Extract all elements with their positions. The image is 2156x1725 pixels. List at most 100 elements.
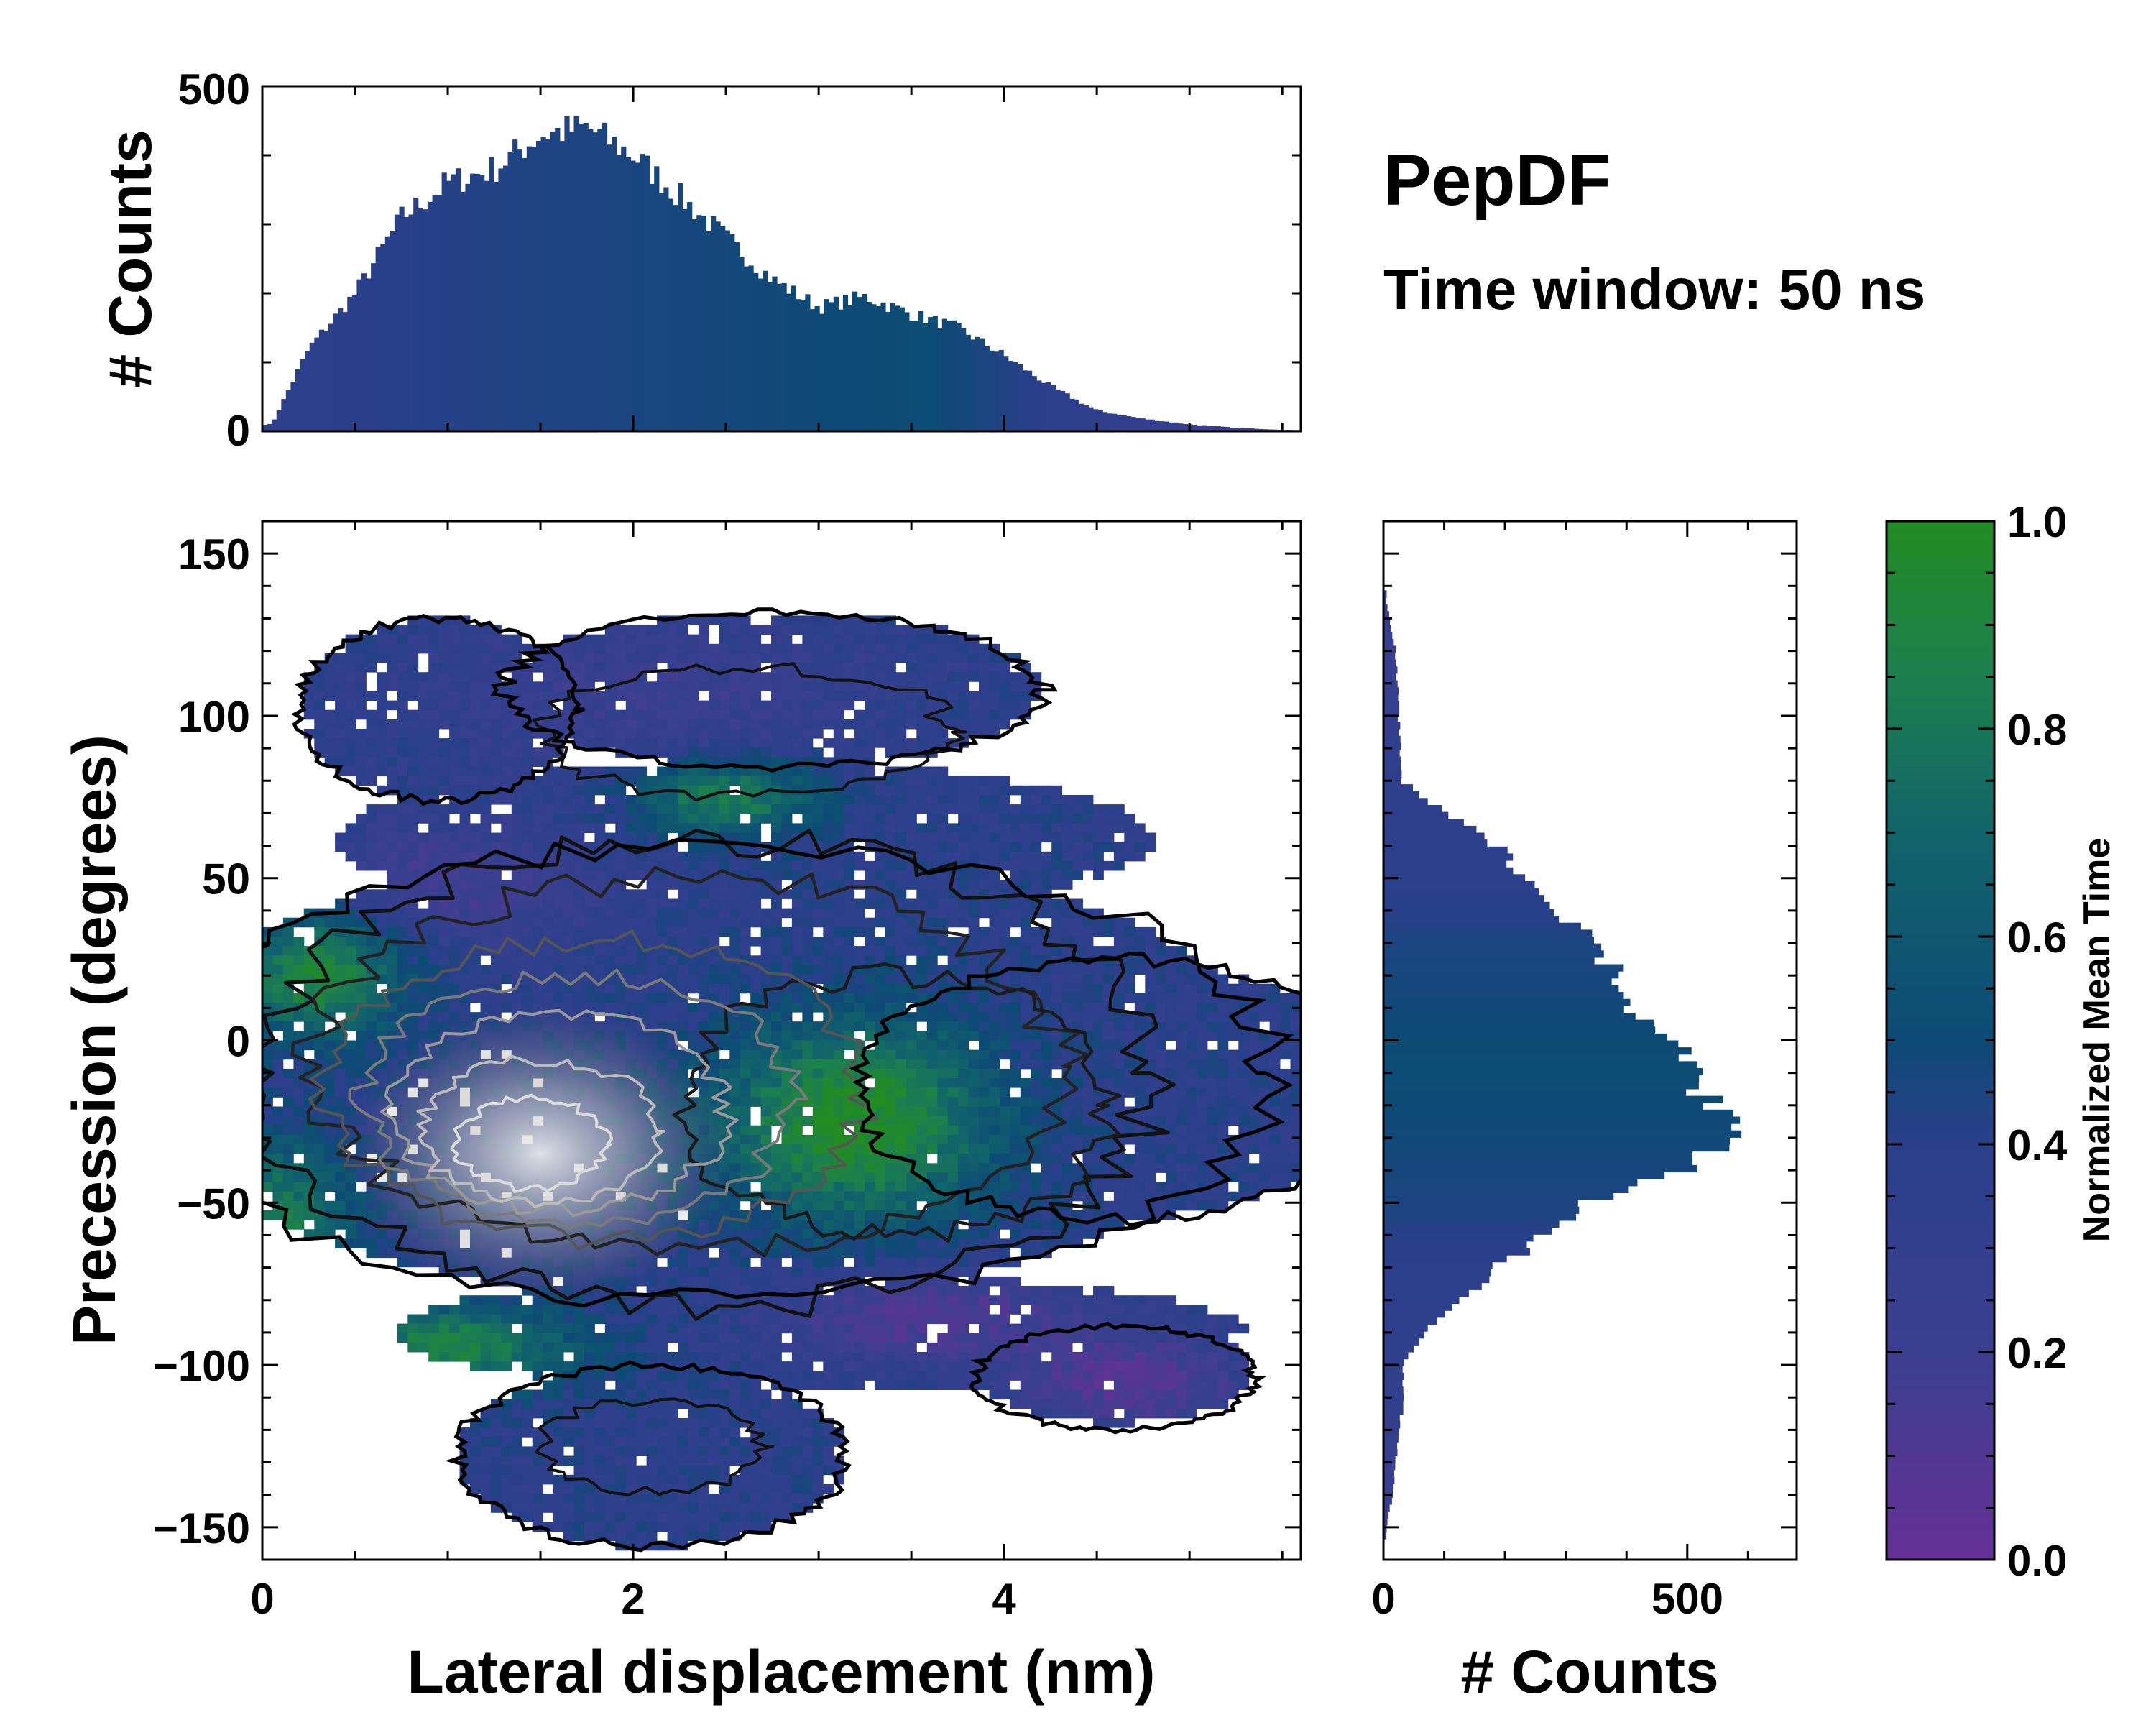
heatmap-cell (750, 766, 762, 777)
heatmap-cell (865, 804, 875, 814)
heatmap-cell (895, 898, 907, 909)
heatmap-cell (1031, 946, 1042, 956)
heatmap-cell (418, 983, 429, 994)
heatmap-cell (688, 643, 699, 654)
heatmap-cell (1187, 993, 1197, 1003)
heatmap-cell (1072, 1116, 1083, 1126)
heatmap-cell (438, 681, 450, 691)
heatmap-cell (781, 1097, 793, 1107)
heatmap-cell (511, 804, 522, 814)
heatmap-cell (1145, 1134, 1156, 1145)
heatmap-cell (678, 860, 688, 871)
top-histogram-bar (384, 236, 390, 431)
heatmap-cell (345, 663, 356, 673)
heatmap-cell (543, 983, 553, 994)
heatmap-cell (678, 776, 688, 786)
heatmap-cell (345, 719, 356, 730)
heatmap-cell (740, 880, 751, 890)
heatmap-cell (573, 898, 585, 909)
heatmap-cell (740, 889, 751, 899)
heatmap-cell (1166, 1134, 1176, 1145)
heatmap-cell (1197, 1003, 1208, 1013)
heatmap-cell (968, 709, 980, 720)
heatmap-cell (937, 729, 949, 739)
heatmap-cell (844, 795, 855, 805)
heatmap-cell (1197, 993, 1208, 1003)
heatmap-cell (293, 937, 305, 947)
heatmap-cell (438, 700, 450, 711)
heatmap-cell (1145, 1144, 1156, 1154)
heatmap-cell (594, 898, 606, 909)
heatmap-cell (823, 700, 834, 711)
heatmap-cell (958, 1021, 969, 1031)
heatmap-cell (1051, 1154, 1063, 1164)
heatmap-cell (1020, 898, 1031, 909)
heatmap-cell (1072, 1012, 1083, 1022)
heatmap-cell (563, 983, 574, 994)
heatmap-cell (604, 860, 616, 871)
heatmap-cell (1155, 1059, 1166, 1070)
heatmap-cell (937, 1097, 949, 1107)
heatmap-cell (532, 700, 543, 711)
heatmap-cell (854, 955, 865, 965)
heatmap-cell (625, 795, 637, 805)
heatmap-cell (885, 748, 896, 758)
heatmap-cell (345, 653, 356, 663)
heatmap-cell (771, 719, 782, 730)
heatmap-cell (345, 983, 356, 994)
heatmap-cell (781, 1154, 793, 1164)
heatmap-cell (1166, 1116, 1176, 1126)
heatmap-cell (407, 672, 419, 682)
heatmap-cell (345, 965, 356, 975)
top-histogram-bar (706, 231, 711, 431)
heatmap-cell (1010, 993, 1021, 1003)
top-histogram-bar (1097, 410, 1103, 431)
heatmap-cell (802, 917, 814, 928)
heatmap-cell (895, 691, 907, 702)
heatmap-cell (459, 681, 471, 691)
heatmap-cell (428, 1021, 440, 1031)
heatmap-cell (1010, 870, 1021, 880)
heatmap-cell (885, 738, 896, 748)
heatmap-cell (1031, 1116, 1042, 1126)
heatmap-cell (968, 832, 980, 843)
heatmap-cell (1020, 946, 1031, 956)
top-histogram-bar (399, 206, 405, 431)
top-histogram-bar (1093, 409, 1099, 431)
heatmap-cell (387, 653, 398, 663)
heatmap-cell (979, 1144, 990, 1154)
heatmap-cell (345, 748, 356, 758)
heatmap-cell (418, 691, 429, 702)
heatmap-cell (875, 974, 886, 985)
heatmap-cell (1176, 1012, 1187, 1022)
heatmap-cell (937, 1144, 949, 1154)
heatmap-cell (573, 738, 585, 748)
heatmap-cell (636, 823, 648, 833)
heatmap-cell (926, 1163, 938, 1173)
heatmap-cell (906, 700, 917, 711)
heatmap-cell (1290, 1087, 1301, 1098)
heatmap-cell (968, 814, 980, 824)
heatmap-cell (646, 625, 658, 635)
heatmap-cell (791, 1049, 803, 1060)
heatmap-cell (833, 898, 844, 909)
heatmap-cell (1124, 1163, 1135, 1173)
heatmap-cell (1093, 1031, 1104, 1041)
heatmap-cell (750, 917, 762, 928)
heatmap-cell (678, 898, 688, 909)
heatmap-cell (947, 908, 959, 919)
heatmap-cell (1207, 1031, 1218, 1041)
heatmap-cell (771, 860, 782, 871)
heatmap-cell (791, 965, 803, 975)
heatmap-cell (1166, 1012, 1176, 1022)
heatmap-cell (833, 748, 844, 758)
heatmap-cell (812, 898, 824, 909)
top-histogram-bar (474, 173, 480, 431)
heatmap-cell (387, 1021, 398, 1031)
heatmap-cell (356, 917, 367, 928)
heatmap-cell (657, 672, 668, 682)
heatmap-cell (1051, 1182, 1063, 1192)
heatmap-cell (1010, 814, 1021, 824)
heatmap-cell (937, 681, 949, 691)
heatmap-cell (407, 776, 419, 786)
